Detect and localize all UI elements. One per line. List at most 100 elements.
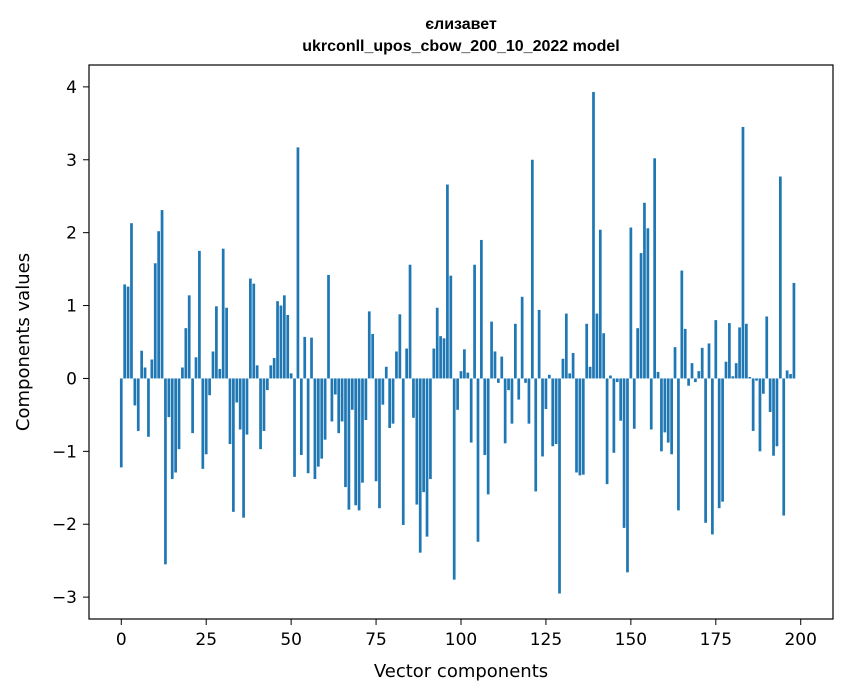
bar xyxy=(198,250,201,379)
bar xyxy=(643,202,646,379)
bar xyxy=(581,378,585,475)
bar xyxy=(401,378,405,525)
x-tick-label: 50 xyxy=(280,630,302,650)
bar xyxy=(622,378,626,528)
bar xyxy=(792,282,796,379)
bar xyxy=(221,248,225,379)
x-tick-label: 75 xyxy=(365,630,387,650)
bar xyxy=(259,378,262,450)
bar xyxy=(775,378,779,447)
bar xyxy=(412,378,415,418)
bar xyxy=(687,378,690,386)
y-tick-label: 1 xyxy=(66,297,77,317)
x-axis-label: Vector components xyxy=(374,661,548,682)
x-tick-label: 25 xyxy=(195,630,217,650)
bar xyxy=(598,229,602,379)
bar xyxy=(249,278,252,379)
bar xyxy=(395,351,398,379)
bar xyxy=(554,378,558,445)
bar xyxy=(656,371,660,379)
y-tick-label: −1 xyxy=(52,442,77,462)
bar xyxy=(785,370,789,379)
x-tick-label: 200 xyxy=(784,630,816,650)
x-axis-ticks: 0 25 50 75 100 125 150 175 200 xyxy=(116,619,817,650)
bar xyxy=(636,328,640,379)
bar xyxy=(588,366,592,379)
bar xyxy=(493,351,497,379)
bar xyxy=(354,378,358,506)
bar xyxy=(527,378,531,424)
bar xyxy=(510,378,514,424)
bar xyxy=(327,274,330,379)
bar xyxy=(150,359,154,379)
bar xyxy=(490,321,493,379)
bar xyxy=(126,286,130,379)
bar xyxy=(564,313,568,379)
bar xyxy=(758,378,762,452)
bar xyxy=(340,378,344,422)
bar xyxy=(660,378,663,452)
bar xyxy=(218,368,222,379)
bar xyxy=(683,328,687,379)
bar xyxy=(425,378,429,537)
bar xyxy=(164,378,167,565)
bar xyxy=(500,356,504,379)
bar xyxy=(772,378,775,456)
bar xyxy=(282,295,286,379)
bar xyxy=(507,378,510,391)
bar xyxy=(272,358,276,379)
bar xyxy=(680,270,684,379)
bar xyxy=(761,378,765,394)
bar xyxy=(170,378,174,480)
bar xyxy=(242,378,245,518)
bar xyxy=(378,378,381,509)
bar xyxy=(238,378,242,430)
bar xyxy=(585,323,589,379)
bar-series xyxy=(119,91,796,594)
bar xyxy=(262,378,266,431)
bar xyxy=(252,283,256,379)
bar xyxy=(690,363,694,379)
bar xyxy=(755,378,758,381)
bar xyxy=(191,378,194,434)
bar xyxy=(731,376,735,379)
bar xyxy=(517,378,521,400)
bar xyxy=(697,371,701,379)
bar xyxy=(303,336,307,379)
bar xyxy=(204,378,208,455)
bar xyxy=(344,378,347,488)
bar xyxy=(670,378,673,455)
bar xyxy=(153,263,157,379)
bar xyxy=(463,349,466,379)
bar xyxy=(544,378,548,410)
bar xyxy=(778,176,782,379)
bar xyxy=(649,378,653,430)
bar xyxy=(364,378,368,420)
bar xyxy=(174,378,177,473)
bar xyxy=(663,378,667,433)
bar xyxy=(653,158,657,379)
bar xyxy=(578,378,582,476)
bar xyxy=(612,378,616,453)
bar xyxy=(595,313,599,379)
bar xyxy=(133,378,137,406)
bar xyxy=(320,378,324,459)
bar xyxy=(480,239,483,379)
bar xyxy=(265,378,269,391)
bar xyxy=(381,378,385,405)
y-tick-label: −2 xyxy=(52,515,77,535)
bar xyxy=(316,378,320,467)
bar xyxy=(717,378,721,509)
bar xyxy=(446,184,449,379)
bar xyxy=(748,376,752,379)
bar xyxy=(119,378,123,468)
bar xyxy=(208,378,211,396)
bar xyxy=(632,378,636,429)
bar xyxy=(728,323,731,379)
bar xyxy=(619,378,623,421)
bar xyxy=(592,91,595,379)
bar xyxy=(568,373,572,379)
bar xyxy=(357,378,361,511)
bar xyxy=(296,147,300,379)
bar xyxy=(147,378,150,437)
